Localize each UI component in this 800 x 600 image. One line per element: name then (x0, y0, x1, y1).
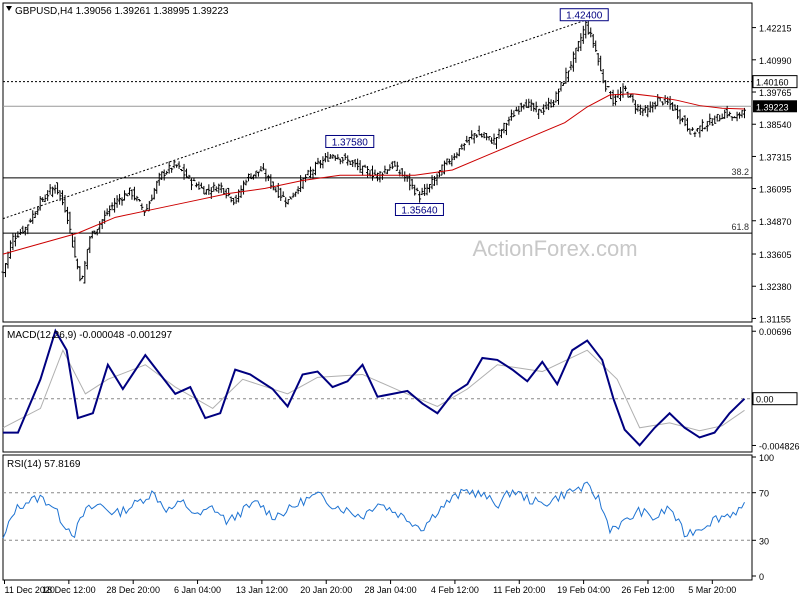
annotation-box (559, 8, 609, 22)
price-tick-label: 1.37315 (759, 152, 792, 162)
panel-frame (2, 2, 753, 323)
macd-tick-label: -0.004826 (759, 441, 800, 451)
annotation-box (394, 203, 444, 217)
panel-frame (2, 454, 753, 581)
annotation-label: 1.37580 (332, 137, 369, 148)
price-tick-label: 1.31155 (759, 314, 791, 324)
fib-level-label: 61.8 (731, 222, 749, 232)
watermark: ActionForex.com (472, 236, 637, 261)
macd-tick-label: 0.00696 (759, 327, 792, 337)
x-tick-label: 18 Dec 12:00 (42, 585, 96, 595)
resistance-label-box (752, 75, 798, 89)
price-tick-label: 1.39765 (759, 88, 792, 98)
x-tick-label: 28 Dec 20:00 (106, 585, 160, 595)
x-tick-label: 20 Jan 20:00 (300, 585, 352, 595)
x-tick-label: 11 Dec 2020 (4, 585, 54, 595)
price-tick-label: 1.33605 (759, 250, 792, 260)
rsi-tick-label: 30 (759, 536, 769, 546)
x-tick-label: 13 Jan 12:00 (236, 585, 288, 595)
collapse-triangle-icon (6, 6, 12, 11)
annotation-label: 1.42400 (566, 11, 603, 22)
macd-label: MACD(12,26,9) -0.000048 -0.001297 (7, 330, 173, 341)
annotation-box (325, 134, 375, 148)
current-price-label: 1.39223 (756, 102, 789, 112)
macd-signal-line (2, 349, 745, 432)
macd-main-line (3, 328, 746, 447)
x-tick-label: 26 Feb 12:00 (621, 585, 674, 595)
price-tick-label: 1.38540 (759, 120, 792, 130)
rsi-line (2, 481, 745, 539)
price-tick-label: 1.40990 (759, 56, 792, 66)
x-tick-label: 19 Feb 04:00 (557, 585, 610, 595)
x-tick-label: 28 Jan 04:00 (365, 585, 417, 595)
rsi-tick-label: 0 (759, 572, 764, 582)
rsi-label: RSI(14) 57.8169 (7, 459, 81, 470)
macd-value-label: 0.00 (756, 395, 774, 405)
x-tick-label: 5 Mar 20:00 (688, 585, 736, 595)
x-tick-label: 6 Jan 04:00 (174, 585, 221, 595)
price-tick-label: 1.32380 (759, 282, 792, 292)
x-tick-label: 11 Feb 20:00 (493, 585, 545, 595)
macd-value-box (752, 392, 798, 406)
current-price-box (753, 100, 797, 113)
rsi-tick-label: 100 (759, 453, 774, 463)
price-tick-label: 1.34870 (759, 217, 792, 227)
fib-level-label: 38.2 (731, 167, 749, 177)
x-tick-label: 4 Feb 12:00 (431, 585, 479, 595)
annotation-label: 1.35640 (401, 206, 438, 217)
panel-frame (2, 325, 753, 453)
rsi-panel: 100 70 30 0 RSI(14) 57.8169 (2, 453, 774, 582)
chart-header: GBPUSD,H4 1.39056 1.39261 1.38995 1.3922… (15, 6, 229, 17)
price-panel: ActionForex.com 1.42215 1.40990 1.39765 1.38… (1, 2, 798, 324)
resistance-label: 1.40160 (756, 78, 789, 88)
rsi-tick-label: 70 (759, 489, 769, 499)
price-tick-label: 1.36095 (759, 185, 792, 195)
price-tick-label: 1.42215 (759, 24, 792, 34)
moving-average-line (2, 93, 745, 255)
trendline (2, 19, 586, 220)
